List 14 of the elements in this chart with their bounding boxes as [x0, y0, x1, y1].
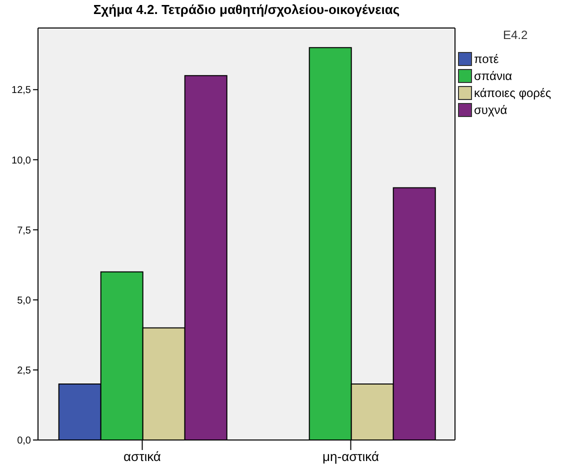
legend-label: σπάνια	[474, 68, 512, 82]
legend-label: συχνά	[474, 102, 508, 116]
x-tick-label: αστικά	[124, 449, 162, 464]
y-tick-label: 7,5	[17, 225, 32, 236]
y-tick-label: 10,0	[12, 155, 32, 166]
x-tick-label: μη-αστικά	[322, 449, 380, 464]
legend-title: E4.2	[502, 28, 529, 42]
y-tick-label: 0,0	[17, 436, 32, 447]
legend-label: κάποιες φορές	[474, 86, 552, 100]
y-tick-label: 12,5	[12, 85, 32, 96]
y-tick-label: 5,0	[17, 295, 32, 306]
y-tick-label: 2,5	[17, 365, 32, 376]
legend-label: ποτέ	[474, 52, 499, 66]
chart-title: Σχήμα 4.2. Τετράδιο μαθητή/σχολείου-οικογένειας	[92, 2, 401, 17]
